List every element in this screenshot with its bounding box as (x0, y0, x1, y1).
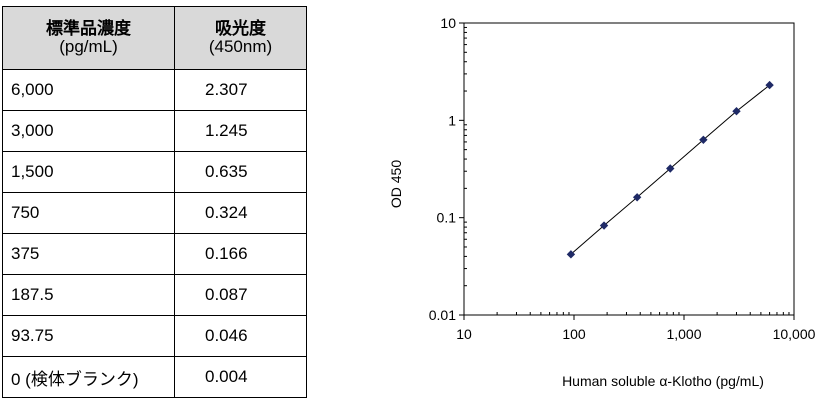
concentration-cell: 93.75 (2, 315, 175, 357)
absorbance-cell: 0.087 (174, 274, 307, 316)
data-point (666, 164, 675, 173)
table-row: 3,000 1.245 (2, 110, 307, 152)
header-absorbance: 吸光度 (450nm) (174, 6, 307, 70)
table-row: 1,500 0.635 (2, 151, 307, 193)
header-concentration-title: 標準品濃度 (46, 19, 131, 38)
table-row: 0 (検体ブランク) 0.004 (2, 356, 307, 398)
concentration-cell: 0 (検体ブランク) (2, 356, 175, 398)
concentration-cell: 187.5 (2, 274, 175, 316)
absorbance-cell: 2.307 (174, 69, 307, 111)
data-point (632, 193, 642, 202)
absorbance-cell: 0.324 (174, 192, 307, 234)
absorbance-cell: 0.004 (174, 356, 307, 398)
header-concentration-unit: (pg/mL) (59, 37, 118, 56)
standard-table-body: 6,000 2.307 3,000 1.245 1,500 0.635 750 0.324 37… (2, 69, 307, 398)
plot-frame (463, 22, 795, 316)
concentration-cell: 375 (2, 233, 175, 275)
absorbance-cell: 0.635 (174, 151, 307, 193)
concentration-cell: 6,000 (2, 69, 175, 111)
concentration-cell: 1,500 (2, 151, 175, 193)
x-tick-label: 100 (562, 326, 586, 342)
header-absorbance-title: 吸光度 (215, 19, 266, 38)
y-axis-label: OD 450 (388, 160, 404, 208)
calibration-chart: 10 100 1,000 10,000 0.01 0.1 1 10 OD 450 Human … (388, 15, 816, 389)
table-row: 375 0.166 (2, 233, 307, 275)
absorbance-cell: 0.166 (174, 233, 307, 275)
standard-table: 標準品濃度 (pg/mL) 吸光度 (450nm) 6,000 2.307 3,00… (2, 6, 307, 398)
table-row: 750 0.324 (2, 192, 307, 234)
y-tick-label: 0.01 (429, 307, 456, 323)
x-axis-label: Human soluble α-Klotho (pg/mL) (562, 373, 764, 389)
chart-ticks (459, 22, 795, 320)
table-row: 6,000 2.307 (2, 69, 307, 111)
y-tick-label: 1 (448, 112, 456, 128)
chart-points (566, 80, 774, 259)
absorbance-cell: 1.245 (174, 110, 307, 152)
absorbance-cell: 0.046 (174, 315, 307, 357)
y-tick-label: 0.1 (437, 210, 457, 226)
concentration-cell: 750 (2, 192, 175, 234)
header-absorbance-unit: (450nm) (208, 37, 273, 56)
table-row: 93.75 0.046 (2, 315, 307, 357)
concentration-cell: 3,000 (2, 110, 175, 152)
chart-tick-labels: 10 100 1,000 10,000 0.01 0.1 1 10 (429, 15, 816, 342)
x-tick-label: 1,000 (666, 326, 701, 342)
y-tick-label: 10 (440, 15, 456, 31)
table-row: 187.5 0.087 (2, 274, 307, 316)
header-concentration: 標準品濃度 (pg/mL) (2, 6, 175, 70)
chart-axes (463, 22, 795, 316)
x-tick-label: 10,000 (773, 326, 816, 342)
x-tick-label: 10 (456, 326, 472, 342)
